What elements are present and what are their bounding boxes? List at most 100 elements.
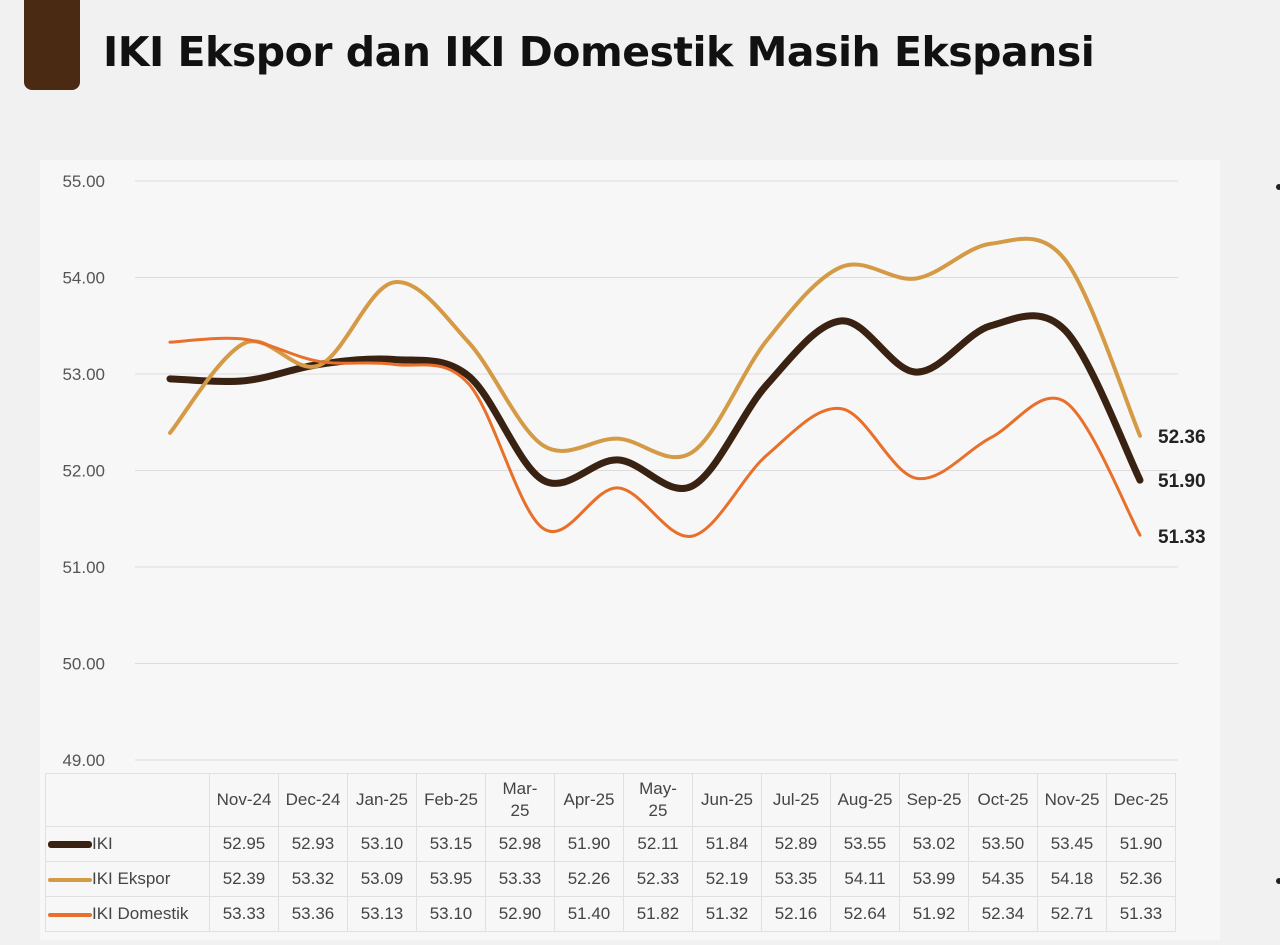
table-cell: 51.90 [1106, 826, 1176, 862]
x-tick-label-line: 25 [648, 801, 668, 820]
table-cell: 53.45 [1037, 826, 1107, 862]
x-tick-label-line: Feb-25 [424, 790, 478, 809]
x-tick-label: May- 25 [623, 773, 693, 827]
x-tick-label-line: Aug-25 [837, 790, 893, 809]
table-cell: 53.55 [830, 826, 900, 862]
legend-swatch-icon [48, 841, 92, 849]
series-line-iki [166, 312, 1144, 492]
table-cell: 52.64 [830, 896, 900, 932]
table-cell: 53.09 [347, 861, 417, 897]
table-cell: 52.36 [1106, 861, 1176, 897]
x-tick-label-line: Oct-25 [977, 790, 1029, 809]
page-title: IKI Ekspor dan IKI Domestik Masih Ekspan… [103, 28, 1095, 76]
table-cell: 51.32 [692, 896, 762, 932]
legend-entry: IKI Domestik [45, 896, 210, 932]
x-tick-label: Aug-25 [830, 773, 900, 827]
x-tick-label-line: Dec-25 [1113, 790, 1169, 809]
table-cell: 51.90 [554, 826, 624, 862]
x-tick-label: Mar- 25 [485, 773, 555, 827]
table-row: IKI 52.95 52.93 53.10 53.15 52.98 51.90 52.11 51… [45, 826, 1176, 862]
table-cell: 52.33 [623, 861, 693, 897]
table-cell: 52.19 [692, 861, 762, 897]
table-cell: 53.50 [968, 826, 1038, 862]
x-tick-label: Nov-25 [1037, 773, 1107, 827]
x-tick-label: Jun-25 [692, 773, 762, 827]
y-tick-label: 55.00 [62, 172, 105, 191]
x-tick-label: Nov-24 [209, 773, 279, 827]
table-cell: 53.95 [416, 861, 486, 897]
table-cell: 53.13 [347, 896, 417, 932]
table-cell: 51.84 [692, 826, 762, 862]
table-cell: 52.98 [485, 826, 555, 862]
table-row: IKI Domestik 53.33 53.36 53.13 53.10 52.90 51.… [45, 896, 1176, 932]
x-tick-label-line: Mar- [502, 779, 538, 798]
legend-entry: IKI Ekspor [45, 861, 210, 897]
table-cell: 52.39 [209, 861, 279, 897]
legend-entry: IKI [45, 826, 210, 862]
table-cell: 54.11 [830, 861, 900, 897]
x-tick-label-line: Dec-24 [285, 790, 341, 809]
table-cell: 52.95 [209, 826, 279, 862]
x-tick-label-line: Sep-25 [906, 790, 962, 809]
x-tick-label-line: Jul-25 [772, 790, 820, 809]
table-cell: 51.92 [899, 896, 969, 932]
x-tick-label: Dec-24 [278, 773, 348, 827]
end-data-label: 51.33 [1158, 527, 1206, 548]
y-tick-label: 53.00 [62, 365, 105, 384]
table-cell: 54.35 [968, 861, 1038, 897]
x-tick-label: Jul-25 [761, 773, 831, 827]
table-cell: 52.93 [278, 826, 348, 862]
table-cell: 52.16 [761, 896, 831, 932]
table-cell: 52.71 [1037, 896, 1107, 932]
x-tick-label: Feb-25 [416, 773, 486, 827]
x-tick-label-line: Jan-25 [356, 790, 408, 809]
table-cell: 53.10 [347, 826, 417, 862]
series-line-iki-ekspor [168, 236, 1142, 460]
data-table: Nov-24 Dec-24 Jan-25 Feb-25 Mar- 25 Apr-25 May-… [45, 773, 1176, 932]
x-tick-label: Apr-25 [554, 773, 624, 827]
series-line-iki-domestik [168, 336, 1142, 538]
legend-label: IKI Ekspor [92, 869, 171, 888]
table-cell: 51.82 [623, 896, 693, 932]
end-data-label: 51.90 [1158, 471, 1206, 492]
table-cell: 53.35 [761, 861, 831, 897]
x-tick-label-line: Nov-24 [216, 790, 272, 809]
table-cell: 51.40 [554, 896, 624, 932]
table-cell: 51.33 [1106, 896, 1176, 932]
x-tick-label-line: May- [639, 779, 677, 798]
legend-swatch-icon [48, 912, 92, 917]
table-cell: 53.15 [416, 826, 486, 862]
table-cell: 53.33 [209, 896, 279, 932]
x-tick-label: Jan-25 [347, 773, 417, 827]
brand-block [24, 0, 80, 90]
table-cell: 53.99 [899, 861, 969, 897]
x-tick-label-line: Apr-25 [563, 790, 615, 809]
table-cell: 52.89 [761, 826, 831, 862]
table-cell: 52.90 [485, 896, 555, 932]
table-cell: 53.02 [899, 826, 969, 862]
y-tick-label: 49.00 [62, 751, 105, 770]
table-cell: 52.11 [623, 826, 693, 862]
y-tick-label: 50.00 [62, 655, 105, 674]
table-cell: 53.32 [278, 861, 348, 897]
table-cell: 53.36 [278, 896, 348, 932]
x-tick-label: Dec-25 [1106, 773, 1176, 827]
table-cell: 53.10 [416, 896, 486, 932]
x-tick-label-line: Jun-25 [701, 790, 753, 809]
table-corner [45, 773, 210, 827]
bullet-icon [1276, 878, 1280, 884]
table-cell: 53.33 [485, 861, 555, 897]
table-cell: 52.26 [554, 861, 624, 897]
x-tick-label-line: 25 [510, 801, 530, 820]
y-tick-label: 54.00 [62, 269, 105, 288]
y-tick-label: 51.00 [62, 558, 105, 577]
x-tick-label: Sep-25 [899, 773, 969, 827]
legend-label: IKI Domestik [92, 904, 189, 923]
table-row: IKI Ekspor 52.39 53.32 53.09 53.95 53.33 52.26… [45, 861, 1176, 897]
table-cell: 52.34 [968, 896, 1038, 932]
legend-swatch-icon [48, 877, 92, 882]
y-tick-label: 52.00 [62, 462, 105, 481]
legend-label: IKI [92, 834, 113, 853]
end-data-label: 52.36 [1158, 427, 1206, 448]
